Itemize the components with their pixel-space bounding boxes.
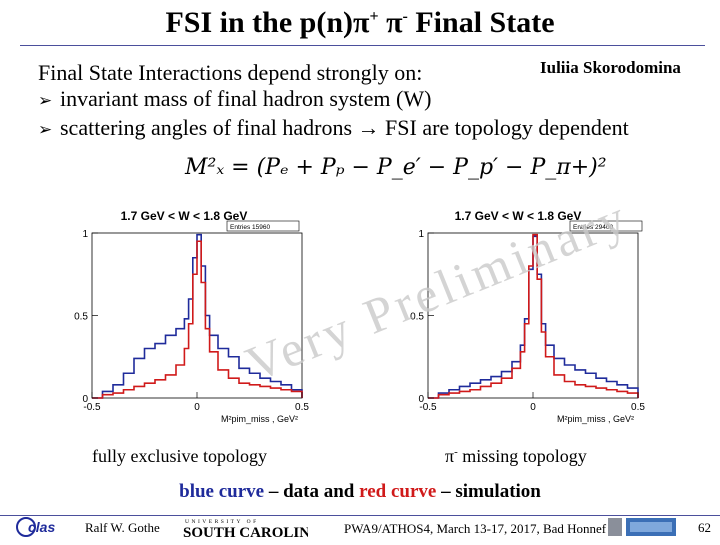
clas-logo: clas (16, 516, 60, 543)
y-tick-label: 0 (418, 394, 424, 405)
stats-text: Entries 15960 (230, 224, 270, 231)
svg-text:clas: clas (28, 519, 55, 535)
y-tick-label: 0.5 (74, 312, 88, 323)
x-tick-label: -0.5 (419, 402, 437, 413)
x-axis-label: M²pim_miss , GeV² (221, 414, 298, 424)
page-number: 62 (698, 520, 711, 535)
missing-mass-formula: M²ₓ = (Pₑ + Pₚ − P_e′ − P_p′ − P_π+)² (185, 155, 607, 180)
y-tick-label: 1 (82, 229, 88, 240)
footer-author: Ralf W. Gothe (85, 520, 160, 535)
clas-logo-icon: clas (16, 517, 55, 537)
arrow-bullet-icon: ➢ (38, 91, 53, 111)
x-tick-label: 0.5 (631, 402, 645, 413)
conference-logo (608, 516, 678, 543)
bullet-item: ➢ scattering angles of final hadrons → FS… (38, 115, 629, 140)
bullet-item: ➢ invariant mass of final hadron system (… (38, 86, 432, 111)
svg-text:SOUTH CAROLINA: SOUTH CAROLINA (183, 525, 308, 540)
series-line-1 (92, 240, 303, 399)
stats-box (226, 220, 300, 232)
author-name: Iuliia Skorodomina (540, 58, 681, 77)
conference-logo-icon (608, 518, 676, 536)
chart-title: 1.7 GeV < W < 1.8 GeV (455, 209, 582, 223)
intro-text: Final State Interactions depend strongly… (38, 60, 423, 85)
stats-text: Entries 29400 (573, 224, 613, 231)
y-tick-label: 1 (418, 229, 424, 240)
arrow-bullet-icon: ➢ (38, 120, 53, 140)
curve-legend: blue curve – data and red curve – simula… (179, 481, 541, 502)
footer-conference: PWA9/ATHOS4, March 13-17, 2017, Bad Honn… (344, 521, 607, 536)
caption-left: fully exclusive topology (92, 446, 267, 466)
chart-title: 1.7 GeV < W < 1.8 GeV (121, 209, 248, 223)
title-rule (20, 45, 705, 46)
x-tick-label: 0 (530, 402, 536, 413)
svg-text:UNIVERSITY OF: UNIVERSITY OF (185, 519, 259, 525)
y-tick-label: 0 (82, 394, 88, 405)
slide-title: FSI in the p(n)π+ π- Final State (165, 6, 555, 39)
series-line-1 (428, 233, 639, 399)
x-axis-label: M²pim_miss , GeV² (557, 414, 634, 424)
x-tick-label: -0.5 (83, 402, 101, 413)
x-tick-label: 0 (194, 402, 200, 413)
histogram-fully-exclusive: 1.7 GeV < W < 1.8 GeV Entries 15960 0 0.5… (74, 209, 309, 424)
usc-logo-icon: UNIVERSITY OF SOUTH CAROLINA (183, 519, 321, 541)
usc-logo: UNIVERSITY OF SOUTH CAROLINA (183, 516, 321, 545)
stats-box (569, 220, 643, 232)
series-line-0 (92, 233, 303, 399)
x-tick-label: 0.5 (295, 402, 309, 413)
histogram-pi-missing: 1.7 GeV < W < 1.8 GeV Entries 29400 0 0.5… (410, 209, 645, 424)
caption-right: π- missing topology (445, 446, 587, 466)
footer-rule (0, 515, 720, 516)
y-tick-label: 0.5 (410, 312, 424, 323)
